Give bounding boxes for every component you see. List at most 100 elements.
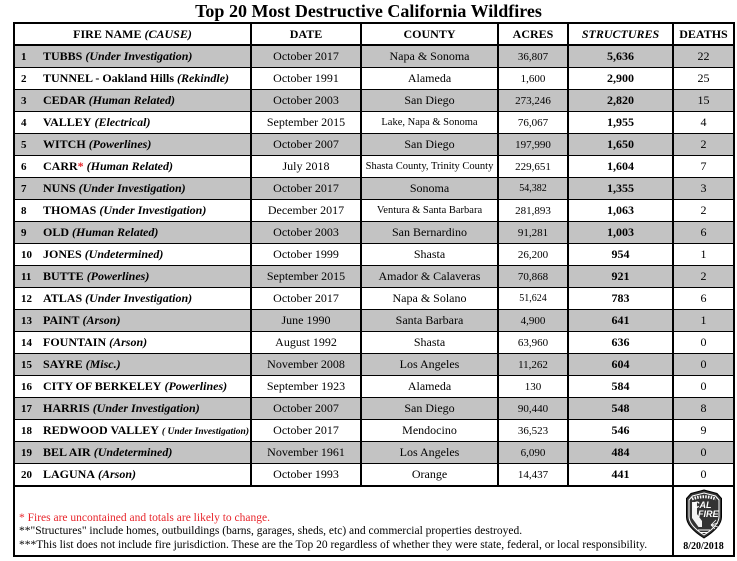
fire-cause: (Under Investigation) <box>99 203 207 217</box>
fire-name-cell: 4 VALLEY (Electrical) <box>13 111 252 134</box>
acres-cell: 91,281 <box>497 221 569 244</box>
table-row: 20 LAGUNA (Arson) October 1993 Orange 14,4… <box>13 463 735 487</box>
fire-name: PAINT <box>43 313 80 327</box>
structures-cell: 484 <box>567 441 674 464</box>
rank: 13 <box>21 315 32 327</box>
fire-cause: (Human Related) <box>86 159 174 173</box>
fire-name-cell: 9 OLD (Human Related) <box>13 221 252 244</box>
county-cell: Alameda <box>360 67 499 90</box>
deaths-cell: 4 <box>672 111 735 134</box>
county-cell: Los Angeles <box>360 441 499 464</box>
fire-name: JONES <box>43 247 82 261</box>
deaths-cell: 0 <box>672 353 735 376</box>
table-row: 8 THOMAS (Under Investigation) December 20… <box>13 199 735 222</box>
table-header: FIRE NAME (CAUSE) DATE COUNTY ACRES STRU… <box>13 23 735 46</box>
fire-name: OLD <box>43 225 70 239</box>
structures-cell: 1,003 <box>567 221 674 244</box>
date-cell: September 2015 <box>250 265 362 288</box>
fire-name: FOUNTAIN <box>43 335 107 349</box>
table-row: 1 TUBBS (Under Investigation) October 2017… <box>13 44 735 68</box>
uncontained-star: * <box>77 159 84 173</box>
date-stamp: 8/20/2018 <box>683 541 724 552</box>
deaths-cell: 0 <box>672 441 735 464</box>
date-cell: October 2017 <box>250 287 362 310</box>
county-cell: San Diego <box>360 397 499 420</box>
fire-name: HARRIS <box>43 401 90 415</box>
acres-cell: 1,600 <box>497 67 569 90</box>
fire-name: LAGUNA <box>43 467 96 481</box>
date-cell: June 1990 <box>250 309 362 332</box>
deaths-cell: 0 <box>672 331 735 354</box>
county-cell: Ventura & Santa Barbara <box>360 199 499 222</box>
date-cell: December 2017 <box>250 199 362 222</box>
rank: 14 <box>21 337 32 349</box>
header-structures: STRUCTURES <box>567 23 674 46</box>
deaths-cell: 0 <box>672 463 735 487</box>
fire-cause: (Powerlines) <box>164 379 228 393</box>
county-cell: Santa Barbara <box>360 309 499 332</box>
date-cell: October 1991 <box>250 67 362 90</box>
acres-cell: 76,067 <box>497 111 569 134</box>
deaths-cell: 6 <box>672 221 735 244</box>
structures-cell: 954 <box>567 243 674 266</box>
structures-cell: 546 <box>567 419 674 442</box>
fire-name-cell: 19 BEL AIR (Undetermined) <box>13 441 252 464</box>
county-cell: Napa & Sonoma <box>360 44 499 68</box>
fire-name-cell: 20 LAGUNA (Arson) <box>13 463 252 487</box>
rank: 7 <box>21 183 27 195</box>
fire-name-cell: 6 CARR* (Human Related) <box>13 155 252 178</box>
acres-cell: 36,807 <box>497 44 569 68</box>
structures-cell: 1,063 <box>567 199 674 222</box>
rank: 10 <box>21 249 32 261</box>
table-row: 5 WITCH (Powerlines) October 2007 San Dieg… <box>13 133 735 156</box>
rank: 18 <box>21 425 32 437</box>
table-row: 15 SAYRE (Misc.) November 2008 Los Angeles… <box>13 353 735 376</box>
county-cell: Mendocino <box>360 419 499 442</box>
table-row: 9 OLD (Human Related) October 2003 San Ber… <box>13 221 735 244</box>
date-cell: October 1993 <box>250 463 362 487</box>
fire-name-cell: 13 PAINT (Arson) <box>13 309 252 332</box>
fire-name-cell: 15 SAYRE (Misc.) <box>13 353 252 376</box>
fire-cause: (Rekindle) <box>177 71 230 85</box>
date-cell: November 1961 <box>250 441 362 464</box>
fire-cause: (Under Investigation) <box>85 291 193 305</box>
date-cell: October 2003 <box>250 89 362 112</box>
structures-cell: 783 <box>567 287 674 310</box>
fire-name: VALLEY <box>43 115 92 129</box>
fire-name: CEDAR <box>43 93 86 107</box>
acres-cell: 273,246 <box>497 89 569 112</box>
footnotes: * Fires are uncontained and totals are l… <box>15 510 672 556</box>
county-cell: Amador & Calaveras <box>360 265 499 288</box>
structures-cell: 584 <box>567 375 674 398</box>
date-cell: November 2008 <box>250 353 362 376</box>
header-fire-name: FIRE NAME (CAUSE) <box>13 23 252 46</box>
date-cell: September 2015 <box>250 111 362 134</box>
date-cell: August 1992 <box>250 331 362 354</box>
fire-cause: (Arson) <box>82 313 121 327</box>
fire-name: SAYRE <box>43 357 83 371</box>
date-cell: October 2003 <box>250 221 362 244</box>
footnote: **"Structures" include homes, outbuildin… <box>19 525 523 537</box>
fire-name: ATLAS <box>43 291 83 305</box>
acres-cell: 14,437 <box>497 463 569 487</box>
date-cell: July 2018 <box>250 155 362 178</box>
rank: 5 <box>21 139 27 151</box>
table-row: 6 CARR* (Human Related) July 2018 Shasta C… <box>13 155 735 178</box>
fire-cause: (Human Related) <box>72 225 159 239</box>
deaths-cell: 1 <box>672 243 735 266</box>
structures-cell: 604 <box>567 353 674 376</box>
date-cell: September 1923 <box>250 375 362 398</box>
table-row: 3 CEDAR (Human Related) October 2003 San D… <box>13 89 735 112</box>
fire-name-cell: 11 BUTTE (Powerlines) <box>13 265 252 288</box>
fire-cause: (Undetermined) <box>93 445 173 459</box>
rank: 19 <box>21 447 32 459</box>
date-cell: October 1999 <box>250 243 362 266</box>
footnote: * Fires are uncontained and totals are l… <box>19 511 270 524</box>
header-date: DATE <box>250 23 362 46</box>
date-cell: October 2017 <box>250 177 362 200</box>
header-acres: ACRES <box>497 23 569 46</box>
logo-cell: CAL FIRE 8/20/2018 <box>672 485 735 556</box>
rank: 1 <box>21 51 27 63</box>
structures-cell: 1,955 <box>567 111 674 134</box>
acres-cell: 36,523 <box>497 419 569 442</box>
